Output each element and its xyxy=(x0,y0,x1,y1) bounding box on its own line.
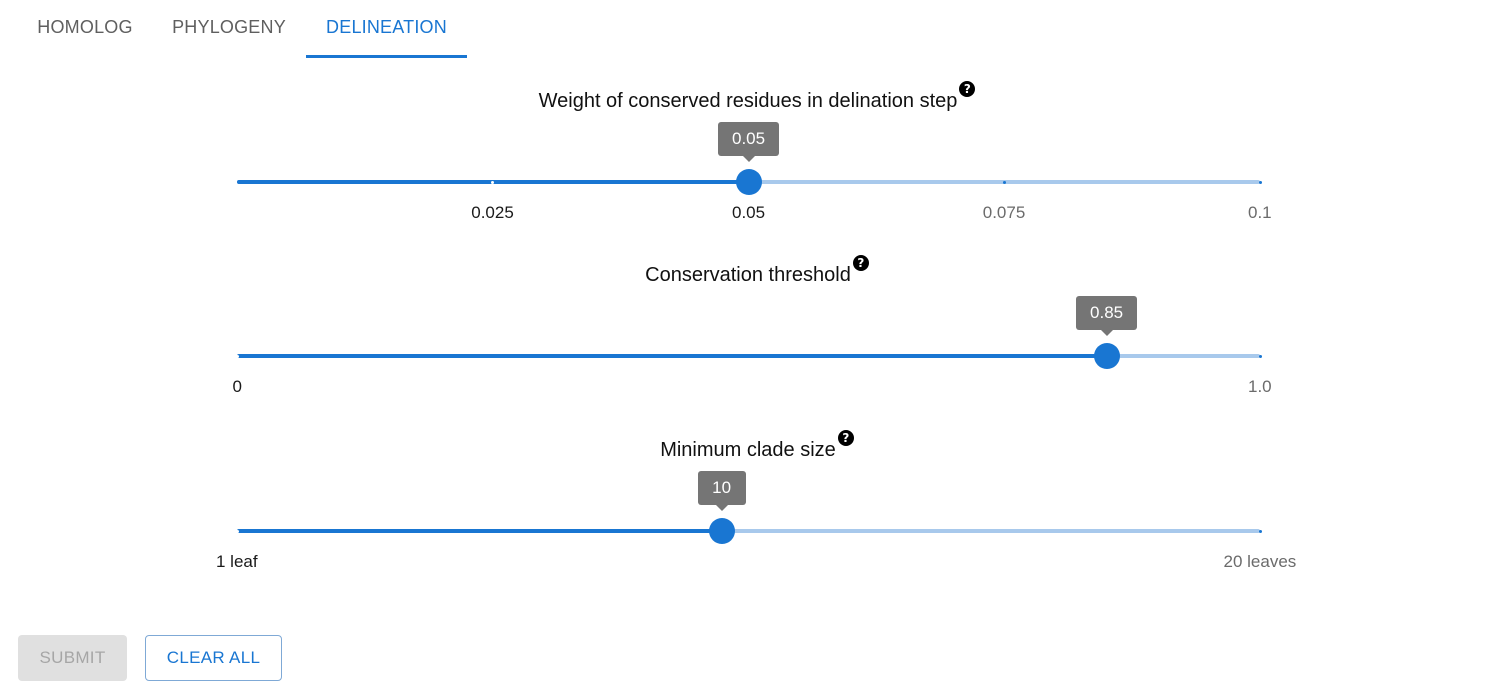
slider-mark xyxy=(235,354,239,358)
slider-mark xyxy=(1258,354,1262,358)
slider-tick-label: 1 leaf xyxy=(216,552,258,571)
slider-title-weight: Weight of conserved residues in delinati… xyxy=(0,81,1496,113)
slider-mark xyxy=(1258,529,1262,533)
clear-all-button[interactable]: CLEAR ALL xyxy=(145,635,282,681)
slider-title-conservation: Conservation threshold ? xyxy=(0,255,1496,287)
slider-tick-label: 1.0 xyxy=(1248,377,1272,396)
question-circle-icon[interactable]: ? xyxy=(837,430,854,446)
slider-tick-label: 0.05 xyxy=(732,203,766,222)
slider-title-label: Weight of conserved residues in delinati… xyxy=(538,90,958,112)
conservation-slider-track[interactable] xyxy=(235,354,1262,358)
slider-title-clade-size: Minimum clade size ? xyxy=(0,430,1496,462)
active-tab-indicator xyxy=(306,55,467,58)
slider-tick-label: 0.075 xyxy=(982,203,1026,222)
slider-value-label: 0.85 xyxy=(1076,296,1138,336)
slider-value-label: 10 xyxy=(697,471,746,511)
slider-thumb[interactable] xyxy=(708,518,735,544)
slider-mark xyxy=(1002,180,1006,184)
tab-homolog[interactable]: HOMOLOG xyxy=(37,17,133,37)
slider-tick-label: 20 leaves xyxy=(1223,552,1297,571)
tab-phylogeny[interactable]: PHYLOGENY xyxy=(172,17,286,37)
slider-mark xyxy=(235,529,239,533)
slider-mark xyxy=(1258,180,1262,184)
slider-tick-label: 0 xyxy=(232,377,242,396)
slider-thumb[interactable] xyxy=(735,169,762,195)
slider-tick-label: 0.1 xyxy=(1248,203,1272,222)
question-circle-icon[interactable]: ? xyxy=(852,255,869,271)
slider-fill xyxy=(237,354,1107,358)
question-circle-icon[interactable]: ? xyxy=(959,81,976,97)
slider-thumb[interactable] xyxy=(1093,343,1120,369)
slider-mark xyxy=(491,180,495,184)
slider-title-label: Minimum clade size xyxy=(660,439,836,461)
slider-tick-label: 0.025 xyxy=(471,203,514,222)
clade-size-slider-track[interactable] xyxy=(235,529,1262,533)
tab-delineation[interactable]: DELINEATION xyxy=(326,17,447,37)
submit-button[interactable]: SUBMIT xyxy=(18,635,127,681)
slider-title-label: Conservation threshold xyxy=(645,264,851,286)
slider-fill xyxy=(237,529,722,533)
slider-value-label: 0.05 xyxy=(718,122,780,162)
